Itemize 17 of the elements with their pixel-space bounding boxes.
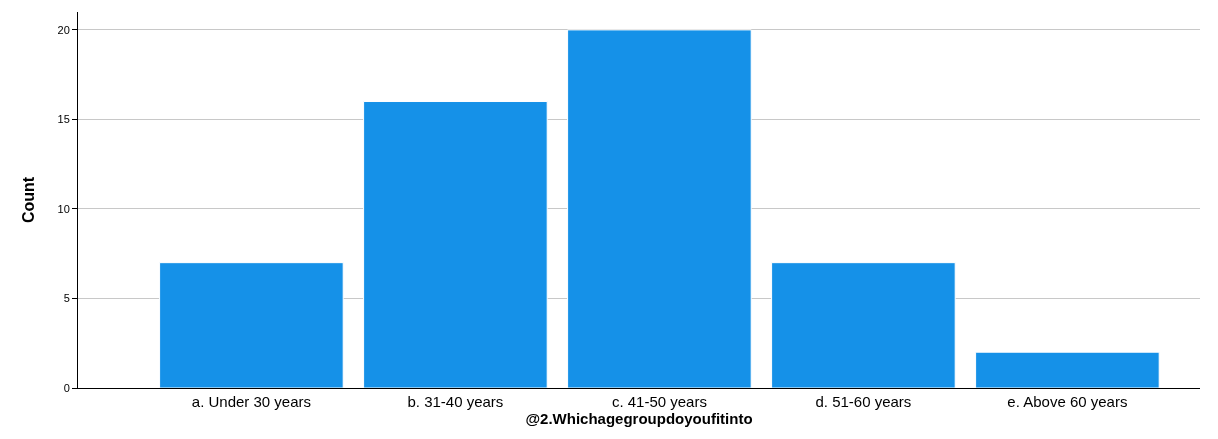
y-tick-label: 5 xyxy=(63,292,70,305)
y-tick-label: 10 xyxy=(57,202,70,215)
x-tick-label: c. 41-50 years xyxy=(611,393,707,410)
x-tick-label: d. 51-60 years xyxy=(815,393,912,410)
bar xyxy=(159,262,344,388)
y-tick-label: 15 xyxy=(57,113,70,126)
bar xyxy=(771,262,956,388)
bar xyxy=(975,351,1160,388)
y-tick-label: 20 xyxy=(57,23,70,36)
x-axis-title: @2.Whichagegroupdoyoufitinto xyxy=(525,410,753,427)
x-tick-label: b. 31-40 years xyxy=(407,393,504,410)
bar xyxy=(363,101,548,388)
x-tick-label: e. Above 60 years xyxy=(1007,393,1128,410)
bar xyxy=(567,29,752,388)
x-tick-label: a. Under 30 years xyxy=(191,393,312,410)
y-axis-title: Count xyxy=(20,176,38,224)
y-tick-label: 0 xyxy=(63,381,70,394)
